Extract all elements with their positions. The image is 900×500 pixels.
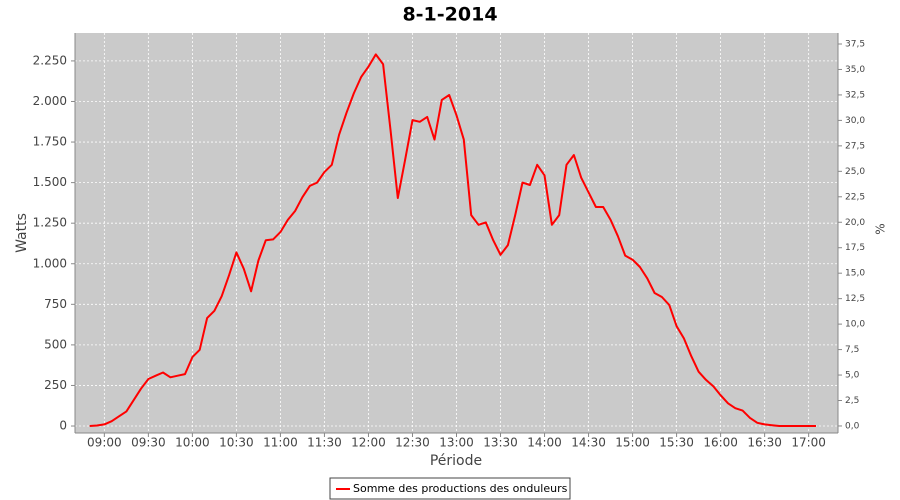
- y-tick-label: 1.250: [33, 216, 67, 230]
- x-tick-label: 17:00: [791, 436, 826, 450]
- x-axis-label: Période: [430, 453, 482, 469]
- y2-tick-label: 35,0: [845, 65, 865, 75]
- y2-tick-label: 15,0: [845, 269, 865, 279]
- y-tick-label: 2.250: [33, 53, 67, 67]
- y2-tick-label: 37,5: [845, 40, 865, 50]
- y-tick-label: 750: [44, 297, 67, 311]
- x-tick-label: 12:00: [351, 436, 386, 450]
- y2-tick-label: 22,5: [845, 192, 865, 202]
- x-tick-label: 13:30: [483, 436, 518, 450]
- x-tick-label: 16:30: [747, 436, 782, 450]
- y-tick-label: 1.500: [33, 175, 67, 189]
- series-line: [89, 53, 816, 427]
- legend-label: Somme des productions des onduleurs: [353, 482, 568, 495]
- x-tick-label: 11:30: [307, 436, 342, 450]
- y2-tick-label: 20,0: [845, 218, 865, 228]
- y-tick-label: 2.000: [33, 94, 67, 108]
- x-tick-label: 12:30: [395, 436, 430, 450]
- x-tick-label: 16:00: [703, 436, 738, 450]
- x-tick-label: 15:30: [659, 436, 694, 450]
- y-tick-label: 1.000: [33, 256, 67, 270]
- x-tick-label: 09:30: [131, 436, 166, 450]
- x-tick-label: 10:30: [219, 436, 254, 450]
- x-tick-label: 13:00: [439, 436, 474, 450]
- y-tick-label: 500: [44, 337, 67, 351]
- y2-tick-label: 0,0: [845, 421, 860, 431]
- y-axis-label: Watts: [14, 213, 30, 253]
- y-tick-label: 0: [59, 419, 67, 433]
- y2-tick-label: 27,5: [845, 141, 865, 151]
- y2-tick-label: 25,0: [845, 167, 865, 177]
- y2-tick-label: 10,0: [845, 320, 865, 330]
- x-tick-label: 14:00: [527, 436, 562, 450]
- x-tick-label: 15:00: [615, 436, 650, 450]
- y2-tick-label: 2,5: [845, 396, 859, 406]
- y-tick-label: 250: [44, 378, 67, 392]
- x-tick-label: 09:00: [87, 436, 122, 450]
- y2-tick-label: 30,0: [845, 116, 865, 126]
- y-tick-label: 1.750: [33, 135, 67, 149]
- y2-tick-label: 17,5: [845, 243, 865, 253]
- y2-tick-label: 5,0: [845, 371, 860, 381]
- y2-tick-label: 32,5: [845, 90, 865, 100]
- y2-tick-label: 12,5: [845, 294, 865, 304]
- x-tick-label: 14:30: [571, 436, 606, 450]
- legend-box: [329, 477, 571, 500]
- y2-axis-label: %: [874, 223, 888, 234]
- x-tick-label: 10:00: [175, 436, 210, 450]
- y2-tick-label: 7,5: [845, 345, 859, 355]
- x-tick-label: 11:00: [263, 436, 298, 450]
- chart-title: 8-1-2014: [402, 4, 497, 26]
